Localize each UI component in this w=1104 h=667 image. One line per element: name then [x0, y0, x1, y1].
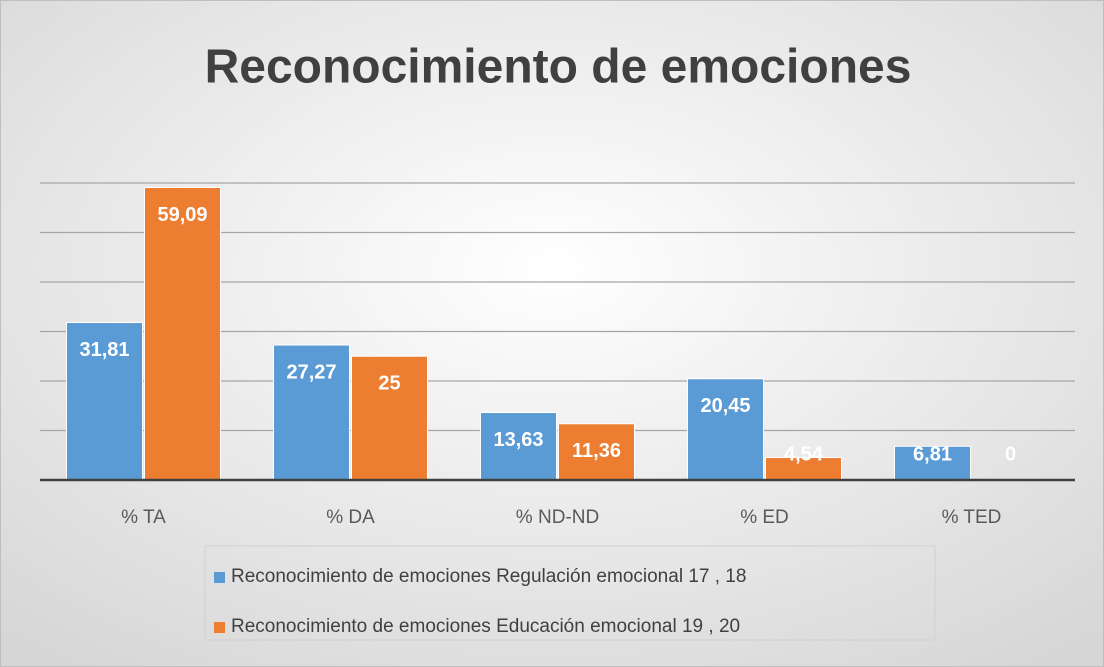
data-label: 25: [378, 373, 400, 395]
bar: [66, 322, 143, 481]
chart-title: Reconocimiento de emociones: [205, 41, 912, 94]
bar: [687, 378, 764, 481]
x-tick-label: % ND-ND: [516, 507, 599, 528]
data-label: 59,09: [157, 204, 207, 226]
bar: [558, 423, 635, 481]
x-tick-label: % ED: [740, 507, 789, 528]
data-label: 4,54: [784, 443, 824, 465]
legend-box: [204, 545, 936, 641]
data-label: 27,27: [286, 361, 336, 383]
legend-label: Reconocimiento de emociones Educación em…: [231, 616, 740, 637]
x-tick-label: % TED: [942, 507, 1002, 528]
bar: [273, 344, 350, 481]
legend-swatch: [214, 622, 225, 633]
data-label: 0: [1005, 443, 1016, 465]
bar: [144, 187, 221, 481]
data-label: 11,36: [572, 440, 621, 462]
data-label: 20,45: [700, 395, 750, 417]
data-label: 6,81: [913, 443, 952, 465]
x-tick-label: % DA: [326, 507, 375, 528]
bar: [480, 412, 557, 481]
x-tick-label: % TA: [121, 507, 166, 528]
legend-swatch: [214, 572, 225, 583]
bar: [894, 445, 971, 481]
legend-label: Reconocimiento de emociones Regulación e…: [231, 566, 746, 587]
data-label: 31,81: [79, 339, 129, 361]
bar: [351, 355, 428, 481]
data-label: 13,63: [493, 429, 543, 451]
